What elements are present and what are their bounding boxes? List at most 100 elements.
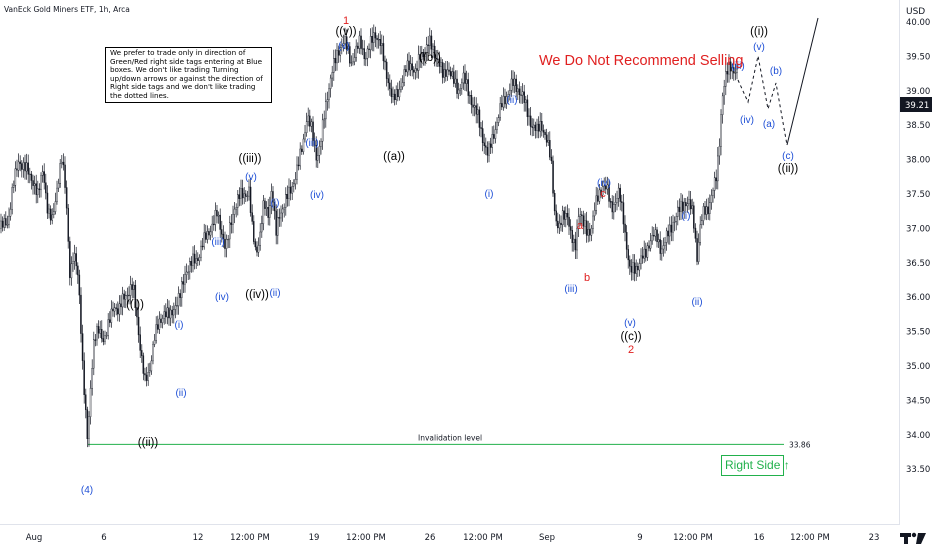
candle-body [145, 374, 148, 381]
time-tick-label: 12:00 PM [346, 533, 386, 543]
price-axis[interactable]: 33.50 34.00 34.50 35.00 35.50 36.00 36.50 37.00… [906, 18, 930, 475]
candle-body [152, 344, 154, 362]
candle-body [304, 132, 306, 140]
price-tick-label: 39.50 [906, 52, 930, 62]
candle-body [451, 71, 454, 77]
candle-body [204, 232, 207, 240]
candle-body [411, 63, 414, 71]
candle-body [273, 201, 276, 212]
candle-body [65, 187, 68, 209]
candle-body [267, 206, 269, 218]
candle-body [483, 142, 486, 147]
time-tick-label: 9 [637, 533, 642, 543]
candle-body [6, 224, 9, 226]
candle-body [374, 32, 377, 39]
candle-body [528, 115, 530, 118]
candle-body [387, 78, 390, 84]
candle-body [539, 120, 542, 132]
candle-body [616, 198, 618, 203]
candle-body [256, 246, 258, 253]
candle-body [395, 89, 398, 101]
candle-body [286, 193, 289, 199]
candle-body [147, 372, 149, 381]
time-axis[interactable]: Aug 6 12 12:00 PM 19 12:00 PM 26 12:00 PM Sep 9 12… [26, 533, 880, 543]
candle-body [721, 95, 724, 115]
candle-body [8, 215, 10, 225]
candle-body [224, 238, 226, 249]
candle-body [309, 115, 311, 127]
candle-body [512, 78, 514, 87]
candle-body [190, 261, 193, 266]
candle-body [691, 205, 694, 210]
candle-body [86, 409, 89, 440]
candle-body [629, 259, 631, 267]
candle-body [251, 212, 253, 222]
candle-body [526, 99, 529, 118]
candle-body [176, 305, 178, 307]
candle-body [285, 193, 287, 208]
candle-body [563, 210, 566, 220]
candle-body [17, 161, 20, 171]
candle-body [542, 130, 545, 133]
wave-label: (ii) [691, 297, 702, 308]
candle-body [172, 309, 175, 316]
candle-body [473, 105, 476, 108]
candle-body [344, 36, 346, 44]
candle-body [600, 189, 602, 196]
candle-body [310, 121, 313, 127]
candle-body [350, 62, 353, 64]
candle-body [187, 271, 189, 273]
candle-body [77, 265, 79, 276]
projection-dashed-path [737, 55, 788, 146]
candle-body [142, 355, 145, 374]
candle-body [509, 90, 511, 95]
candle-body [696, 238, 698, 262]
candle-body [259, 231, 261, 246]
candle-body [672, 222, 674, 233]
candle-body [91, 368, 93, 389]
wave-label: (v) [338, 41, 350, 52]
candle-body [574, 238, 577, 251]
candle-body [531, 126, 534, 128]
tradingview-logo-icon[interactable] [899, 530, 927, 546]
time-tick-label: 12:00 PM [673, 533, 713, 543]
candle-body [427, 44, 430, 46]
candle-body [499, 103, 502, 119]
candle-body [363, 48, 366, 59]
candle-body [73, 253, 76, 262]
candle-body [54, 201, 57, 212]
wave-label: ((c)) [620, 331, 641, 343]
time-tick-label: 23 [869, 533, 880, 543]
candle-body [384, 60, 386, 63]
candle-body [382, 43, 385, 62]
candle-body [517, 88, 519, 93]
candle-body [59, 162, 62, 184]
candle-body [32, 180, 34, 186]
candle-body [501, 103, 503, 108]
candle-body [144, 373, 146, 376]
candle-body [585, 220, 588, 236]
candle-body [339, 47, 342, 56]
candle-body [581, 214, 583, 216]
wave-label: (i) [175, 320, 184, 331]
price-tick-label: 39.00 [906, 87, 930, 97]
candle-body [57, 183, 60, 189]
candle-body [192, 253, 194, 266]
candle-body [9, 209, 12, 217]
candle-body [38, 188, 41, 191]
wave-label: ((iv)) [245, 289, 269, 301]
currency-label[interactable]: USD [906, 7, 926, 17]
wave-label: (v) [245, 172, 257, 183]
candle-body [116, 308, 119, 315]
candle-body [318, 145, 321, 156]
candle-body [400, 86, 402, 90]
candle-body [689, 199, 692, 210]
candle-body [102, 338, 105, 342]
candle-body [694, 227, 697, 239]
candle-body [648, 245, 650, 249]
candle-body [529, 115, 532, 127]
candle-body [464, 72, 466, 84]
candle-body [494, 129, 497, 139]
candle-body [624, 223, 626, 233]
